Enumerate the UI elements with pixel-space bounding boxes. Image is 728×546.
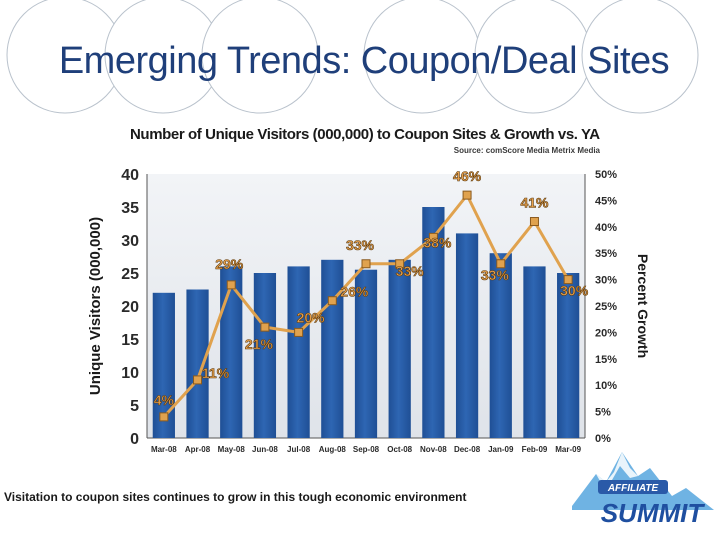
affiliate-summit-logo: AFFILIATE SUMMIT xyxy=(572,452,714,528)
growth-point xyxy=(428,232,438,242)
y-tick-label: 40 xyxy=(121,167,139,184)
growth-point xyxy=(529,217,539,227)
y2-tick-label: 45% xyxy=(595,195,617,207)
y2-tick-label: 50% xyxy=(595,169,617,181)
chart-title: Number of Unique Visitors (000,000) to C… xyxy=(130,126,600,143)
x-tick-label: Aug-08 xyxy=(319,445,347,454)
y2-axis-title: Percent Growth xyxy=(635,254,651,358)
bar xyxy=(253,273,277,438)
y-axis-title: Unique Visitors (000,000) xyxy=(87,217,104,395)
growth-data-label: 33% xyxy=(346,237,375,253)
growth-data-label: 20% xyxy=(297,309,326,325)
bar xyxy=(287,266,310,438)
growth-point xyxy=(496,259,506,269)
y2-tick-label: 10% xyxy=(595,380,617,392)
x-tick-label: Sep-08 xyxy=(353,445,380,454)
x-tick-label: Mar-08 xyxy=(151,445,177,454)
bar xyxy=(523,266,546,438)
growth-point xyxy=(193,375,203,385)
bar xyxy=(455,233,479,438)
growth-point xyxy=(361,259,371,269)
growth-data-label: 11% xyxy=(202,365,230,381)
y-tick-label: 15 xyxy=(121,332,139,349)
y2-tick-label: 0% xyxy=(595,433,611,445)
slide-title: Emerging Trends: Coupon/Deal Sites xyxy=(58,40,670,82)
y-tick-label: 35 xyxy=(121,200,139,217)
x-tick-label: Jun-08 xyxy=(252,445,278,454)
decorative-circles xyxy=(6,0,699,114)
growth-data-label: 21% xyxy=(245,336,274,352)
x-tick-label: Nov-08 xyxy=(420,445,447,454)
growth-point xyxy=(260,322,270,332)
logo-line2: SUMMIT xyxy=(601,498,706,528)
x-tick-label: Feb-09 xyxy=(522,445,548,454)
growth-point xyxy=(294,327,304,337)
x-tick-label: Dec-08 xyxy=(454,445,481,454)
growth-point xyxy=(159,412,169,422)
x-tick-label: Mar-09 xyxy=(555,445,581,454)
bar xyxy=(557,273,580,438)
x-tick-label: Oct-08 xyxy=(387,445,412,454)
y2-tick-label: 15% xyxy=(595,354,617,366)
growth-point xyxy=(462,190,472,200)
growth-data-label: 38% xyxy=(423,234,452,250)
growth-data-label: 41% xyxy=(520,195,549,211)
bar xyxy=(220,266,243,438)
y-tick-label: 5 xyxy=(130,398,139,415)
growth-point xyxy=(563,275,573,285)
growth-point xyxy=(327,296,337,306)
growth-point xyxy=(226,280,236,290)
bar xyxy=(354,269,378,438)
growth-data-label: 26% xyxy=(340,284,369,300)
y-tick-label: 10 xyxy=(121,365,139,382)
slide-caption: Visitation to coupon sites continues to … xyxy=(4,490,467,504)
bar xyxy=(152,292,175,438)
visitors-growth-chart: 0 5 10 15 20 25 30 35 40 0% 5% 10% 15% 20% 25% 30% 35% 40… xyxy=(87,167,651,454)
growth-point xyxy=(395,259,405,269)
y-tick-label: 20 xyxy=(121,299,139,316)
growth-data-label: 30% xyxy=(560,283,589,299)
bar xyxy=(388,259,411,438)
growth-data-label: 29% xyxy=(215,256,244,272)
y2-tick-label: 40% xyxy=(595,222,617,234)
growth-data-label: 4% xyxy=(154,392,175,408)
y2-tick-label: 35% xyxy=(595,248,617,260)
x-tick-label: Jan-09 xyxy=(488,445,514,454)
growth-data-label: 33% xyxy=(481,267,510,283)
y2-tick-label: 20% xyxy=(595,327,617,339)
y2-tick-label: 25% xyxy=(595,301,617,313)
y-tick-label: 25 xyxy=(121,266,139,283)
y2-tick-label: 30% xyxy=(595,275,617,287)
bar xyxy=(422,207,445,438)
growth-data-label: 46% xyxy=(453,168,482,184)
logo-line1: AFFILIATE xyxy=(607,483,659,494)
growth-data-label: 33% xyxy=(396,263,425,279)
chart-source: Source: comScore Media Metrix Media xyxy=(453,146,600,155)
y-tick-label: 0 xyxy=(130,431,139,448)
y-tick-label: 30 xyxy=(121,233,139,250)
bar xyxy=(489,253,512,438)
x-tick-label: May-08 xyxy=(218,445,246,454)
bar xyxy=(186,289,209,438)
x-tick-label: Apr-08 xyxy=(185,445,211,454)
x-tick-label: Jul-08 xyxy=(287,445,311,454)
y2-tick-label: 5% xyxy=(595,407,611,419)
